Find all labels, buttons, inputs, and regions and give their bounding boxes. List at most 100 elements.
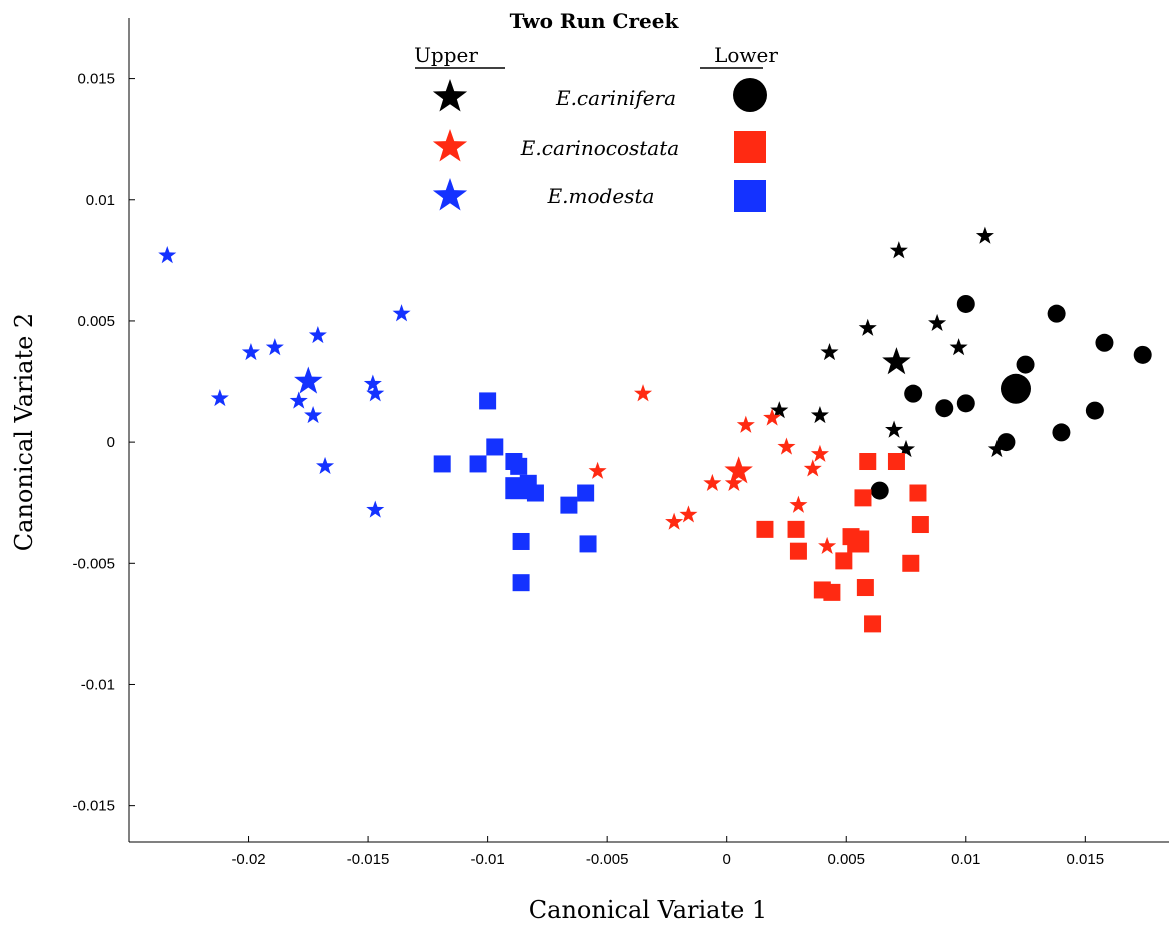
data-point — [210, 388, 229, 407]
chart-title: Two Run Creek — [510, 9, 680, 33]
data-point — [956, 394, 975, 413]
y-axis-label: Canonical Variate 2 — [10, 313, 38, 551]
axes — [128, 18, 1169, 843]
x-tick-label: 0.01 — [951, 851, 980, 868]
group-mean-point — [724, 456, 753, 484]
data-point — [756, 520, 774, 538]
series-carinifera-lower — [870, 294, 1152, 500]
legend-square-carinocostata — [734, 131, 766, 163]
data-point — [997, 433, 1016, 452]
data-point — [870, 481, 889, 500]
x-tick-label: 0 — [723, 851, 731, 868]
y-tick-label: -0.015 — [72, 798, 115, 815]
data-point — [770, 401, 789, 419]
data-point — [858, 318, 877, 336]
group-mean-point — [505, 477, 528, 500]
legend-star-modesta — [432, 178, 468, 211]
data-point — [433, 455, 451, 473]
x-tick-label: 0.005 — [827, 851, 865, 868]
data-point — [803, 459, 822, 477]
legend-upper-header: Upper — [414, 43, 478, 67]
data-point — [987, 439, 1006, 458]
data-point — [1133, 345, 1152, 364]
legend-square-modesta — [734, 180, 766, 212]
y-tick-label: 0.015 — [77, 71, 115, 88]
data-point — [265, 338, 284, 356]
data-point — [304, 405, 323, 424]
x-tick-label: -0.01 — [471, 851, 505, 868]
data-point — [789, 542, 807, 560]
data-point — [526, 484, 544, 502]
data-point — [479, 392, 497, 410]
y-tick-label: -0.01 — [81, 676, 115, 693]
group-mean-point — [294, 366, 323, 394]
data-point — [777, 437, 796, 455]
data-point — [885, 420, 904, 438]
y-tick-label: 0 — [107, 434, 115, 451]
data-point — [588, 461, 607, 479]
data-point — [579, 535, 597, 553]
x-axis-label: Canonical Variate 1 — [529, 896, 767, 924]
legend-star-carinifera — [432, 79, 468, 112]
data-point — [1016, 355, 1035, 374]
data-point — [823, 583, 841, 601]
data-point — [1052, 423, 1071, 442]
data-point — [949, 338, 968, 356]
series-modesta-lower — [433, 392, 597, 592]
series-carinifera-upper — [770, 226, 1006, 458]
legend: Two Run Creek Upper Lower E.carinifera E… — [414, 9, 778, 212]
data-point — [366, 500, 385, 518]
data-point — [820, 342, 839, 361]
data-point — [909, 484, 927, 502]
data-point — [510, 457, 528, 475]
data-point — [956, 294, 975, 313]
legend-circle-carinifera — [733, 78, 767, 112]
data-points — [158, 226, 1152, 633]
series-carinocostata-lower — [756, 453, 929, 633]
data-point — [935, 399, 954, 418]
legend-label-modesta: E.modesta — [547, 184, 655, 208]
data-point — [665, 512, 684, 530]
data-point — [864, 615, 882, 633]
group-mean-point — [882, 347, 911, 375]
data-point — [889, 241, 908, 259]
data-point — [241, 342, 260, 361]
data-point — [854, 489, 872, 507]
group-mean-point — [1000, 373, 1031, 404]
data-point — [469, 455, 487, 473]
data-point — [158, 246, 177, 264]
data-point — [316, 456, 335, 475]
data-point — [896, 439, 916, 458]
data-point — [577, 484, 595, 502]
legend-label-carinocostata: E.carinocostata — [520, 136, 679, 160]
x-tick-label: -0.015 — [347, 851, 390, 868]
data-point — [787, 520, 805, 538]
x-tick-label: -0.005 — [586, 851, 629, 868]
data-point — [392, 304, 411, 322]
data-point — [512, 574, 530, 592]
y-tick-label: 0.005 — [77, 313, 115, 330]
data-point — [366, 384, 385, 402]
legend-lower-header: Lower — [714, 43, 778, 67]
data-point — [911, 516, 929, 534]
x-tick-label: 0.015 — [1067, 851, 1105, 868]
data-point — [904, 384, 923, 403]
data-point — [363, 374, 382, 392]
series-modesta-upper — [158, 246, 411, 518]
data-point — [835, 552, 853, 570]
data-point — [856, 579, 874, 597]
data-point — [902, 554, 920, 572]
data-point — [763, 408, 782, 426]
data-point — [724, 473, 743, 491]
legend-label-carinifera: E.carinifera — [555, 86, 676, 110]
data-point — [859, 453, 877, 471]
group-mean-point — [847, 530, 870, 553]
data-point — [810, 444, 829, 462]
data-point — [703, 473, 722, 491]
data-point — [289, 391, 308, 409]
legend-markers — [432, 78, 767, 212]
data-point — [1047, 304, 1066, 323]
series-carinocostata-upper — [588, 384, 837, 555]
y-axis-ticks: 0.015 0.01 0.005 0 -0.005 -0.01 -0.015 — [72, 71, 135, 815]
